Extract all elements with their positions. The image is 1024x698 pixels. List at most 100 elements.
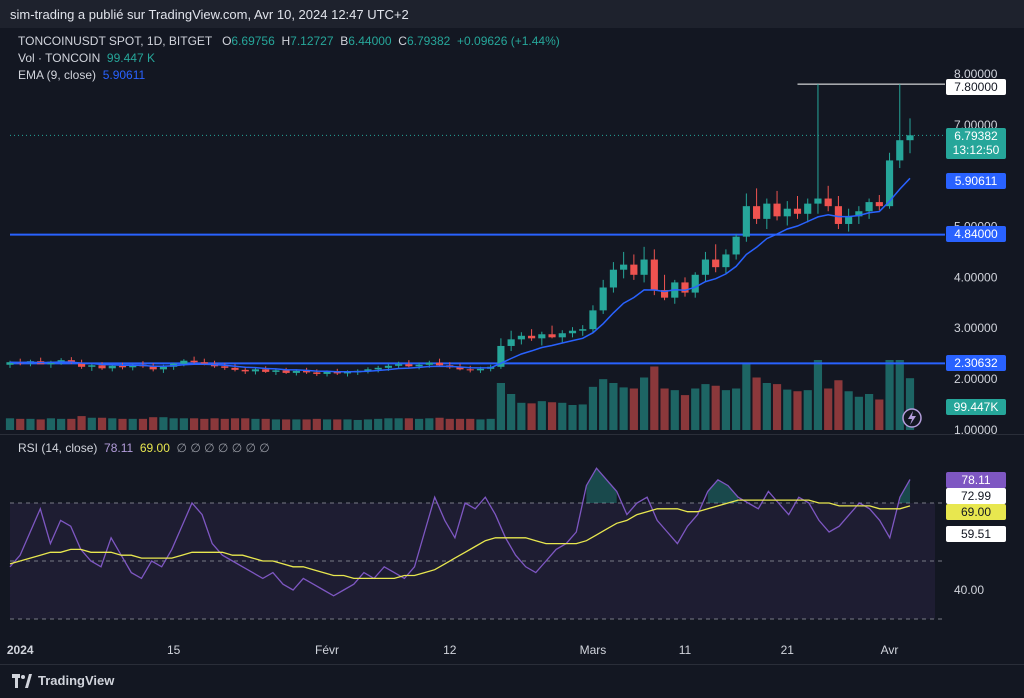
volume-bar — [578, 404, 587, 430]
candle-body — [323, 371, 331, 374]
time-axis[interactable]: 2024 15 Févr 12 Mars 11 21 Avr — [0, 636, 1024, 666]
ema-line — [9, 177, 911, 373]
candle-body — [415, 364, 423, 367]
volume-bar — [435, 417, 444, 430]
price-tick-label: 2.00000 — [954, 372, 998, 386]
volume-bar — [282, 419, 291, 430]
candle-body — [620, 264, 628, 270]
alert-lightning-icon — [902, 408, 922, 428]
volume-bar — [865, 394, 874, 430]
volume-bar — [466, 418, 475, 430]
candle-body — [732, 236, 740, 255]
price-tick-label: 3.00000 — [954, 321, 998, 335]
volume-bar — [67, 418, 76, 430]
rsi-ma-label: 69.00 — [946, 504, 1006, 520]
time-tick-label: 11 — [679, 643, 692, 657]
candle-body — [98, 365, 106, 369]
candle-body — [538, 334, 546, 339]
candle-body — [303, 370, 311, 373]
volume-bar — [169, 418, 178, 430]
rsi-ma-value: 69.00 — [139, 441, 170, 455]
close-label: C — [398, 34, 407, 48]
candle-body — [384, 365, 392, 368]
rsi-line — [9, 467, 911, 597]
volume-bar — [762, 383, 771, 430]
candle-body — [497, 345, 505, 367]
tradingview-logo[interactable]: TradingView — [12, 673, 114, 688]
change-value: +0.09626 (+1.44%) — [457, 34, 560, 48]
volume-bar — [517, 402, 526, 430]
rsi-legend: RSI (14, close) 78.11 69.00 ∅ ∅ ∅ ∅ ∅ ∅ … — [18, 441, 270, 455]
volume-bar — [507, 394, 516, 430]
volume-bar — [476, 419, 485, 430]
volume-bar — [261, 418, 270, 430]
ema-legend[interactable]: EMA (9, close) 5.90611 — [18, 68, 145, 82]
volume-bar — [752, 377, 761, 430]
candle-body — [691, 274, 699, 293]
candle-body — [241, 369, 249, 372]
price-chart[interactable]: 8.000007.000005.000004.000003.000002.000… — [0, 28, 1024, 434]
candle-body — [190, 360, 198, 363]
volume-bar — [343, 419, 352, 430]
volume-bar — [455, 418, 465, 430]
volume-bar — [558, 402, 567, 430]
footer-brand: TradingView — [38, 673, 115, 688]
volume-bar — [609, 383, 618, 430]
rsi-chart[interactable]: 40.00 — [0, 435, 1024, 635]
alert-icon-bolt — [908, 411, 916, 425]
rsi-level-a-label: 72.99 — [946, 488, 1006, 504]
volume-bar — [138, 418, 148, 430]
volume-label: Vol · TONCOIN — [18, 51, 101, 65]
candle-body — [118, 365, 127, 368]
volume-bar — [220, 418, 229, 430]
volume-bar — [36, 419, 45, 430]
rsi-pane[interactable]: 40.00 RSI (14, close) 78.11 69.00 ∅ ∅ ∅ … — [0, 435, 1024, 635]
volume-bar — [87, 417, 96, 430]
high-value: 7.12727 — [290, 34, 334, 48]
volume-bar — [629, 388, 638, 430]
volume-bar — [732, 388, 741, 430]
rsi-tick-label: 40.00 — [954, 583, 984, 597]
candle-body — [528, 335, 536, 339]
volume-bar — [190, 418, 199, 430]
price-tick-label: 8.00000 — [954, 67, 998, 81]
candle-body — [753, 206, 761, 219]
rsi-overbought-fill — [707, 479, 739, 503]
volume-bar — [108, 418, 117, 430]
open-value: 6.69756 — [231, 34, 275, 48]
volume-bar — [241, 418, 250, 430]
rsi-ma-line — [9, 499, 911, 580]
rsi-level-b-label: 59.51 — [946, 526, 1006, 542]
candle-body — [650, 259, 658, 291]
volume-bar — [363, 419, 373, 430]
volume-bar — [353, 419, 362, 430]
price-tick-label: 1.00000 — [954, 423, 998, 434]
candle-body — [885, 160, 894, 207]
volume-bar — [680, 395, 690, 430]
volume-bar — [415, 418, 424, 430]
last-price-value: 6.79382 — [954, 129, 998, 143]
candle-body — [333, 371, 341, 374]
price-pane[interactable]: 8.000007.000005.000004.000003.000002.000… — [0, 28, 1024, 434]
rsi-label: RSI (14, close) — [18, 441, 98, 455]
time-tick-label: 12 — [443, 643, 457, 657]
footer-bar: TradingView — [0, 664, 1024, 698]
rsi-overbought-fill — [586, 468, 617, 503]
volume-bar — [97, 417, 107, 430]
volume-bar — [650, 366, 659, 430]
volume-bar — [46, 418, 55, 430]
candle-body — [476, 368, 485, 371]
volume-bar — [537, 401, 546, 430]
symbol-label: TONCOINUSDT SPOT, 1D, BITGET — [18, 34, 213, 48]
volume-bar — [496, 383, 505, 430]
pane-divider[interactable] — [0, 434, 1024, 435]
volume-bar — [793, 391, 802, 430]
candle-body — [793, 208, 802, 214]
candle-body — [681, 282, 689, 293]
candle-body — [395, 364, 403, 366]
volume-bar — [404, 418, 413, 430]
volume-bar — [599, 379, 608, 430]
volume-legend[interactable]: Vol · TONCOIN 99.447 K — [18, 51, 155, 65]
candle-body — [609, 269, 617, 288]
volume-bar — [895, 360, 904, 430]
